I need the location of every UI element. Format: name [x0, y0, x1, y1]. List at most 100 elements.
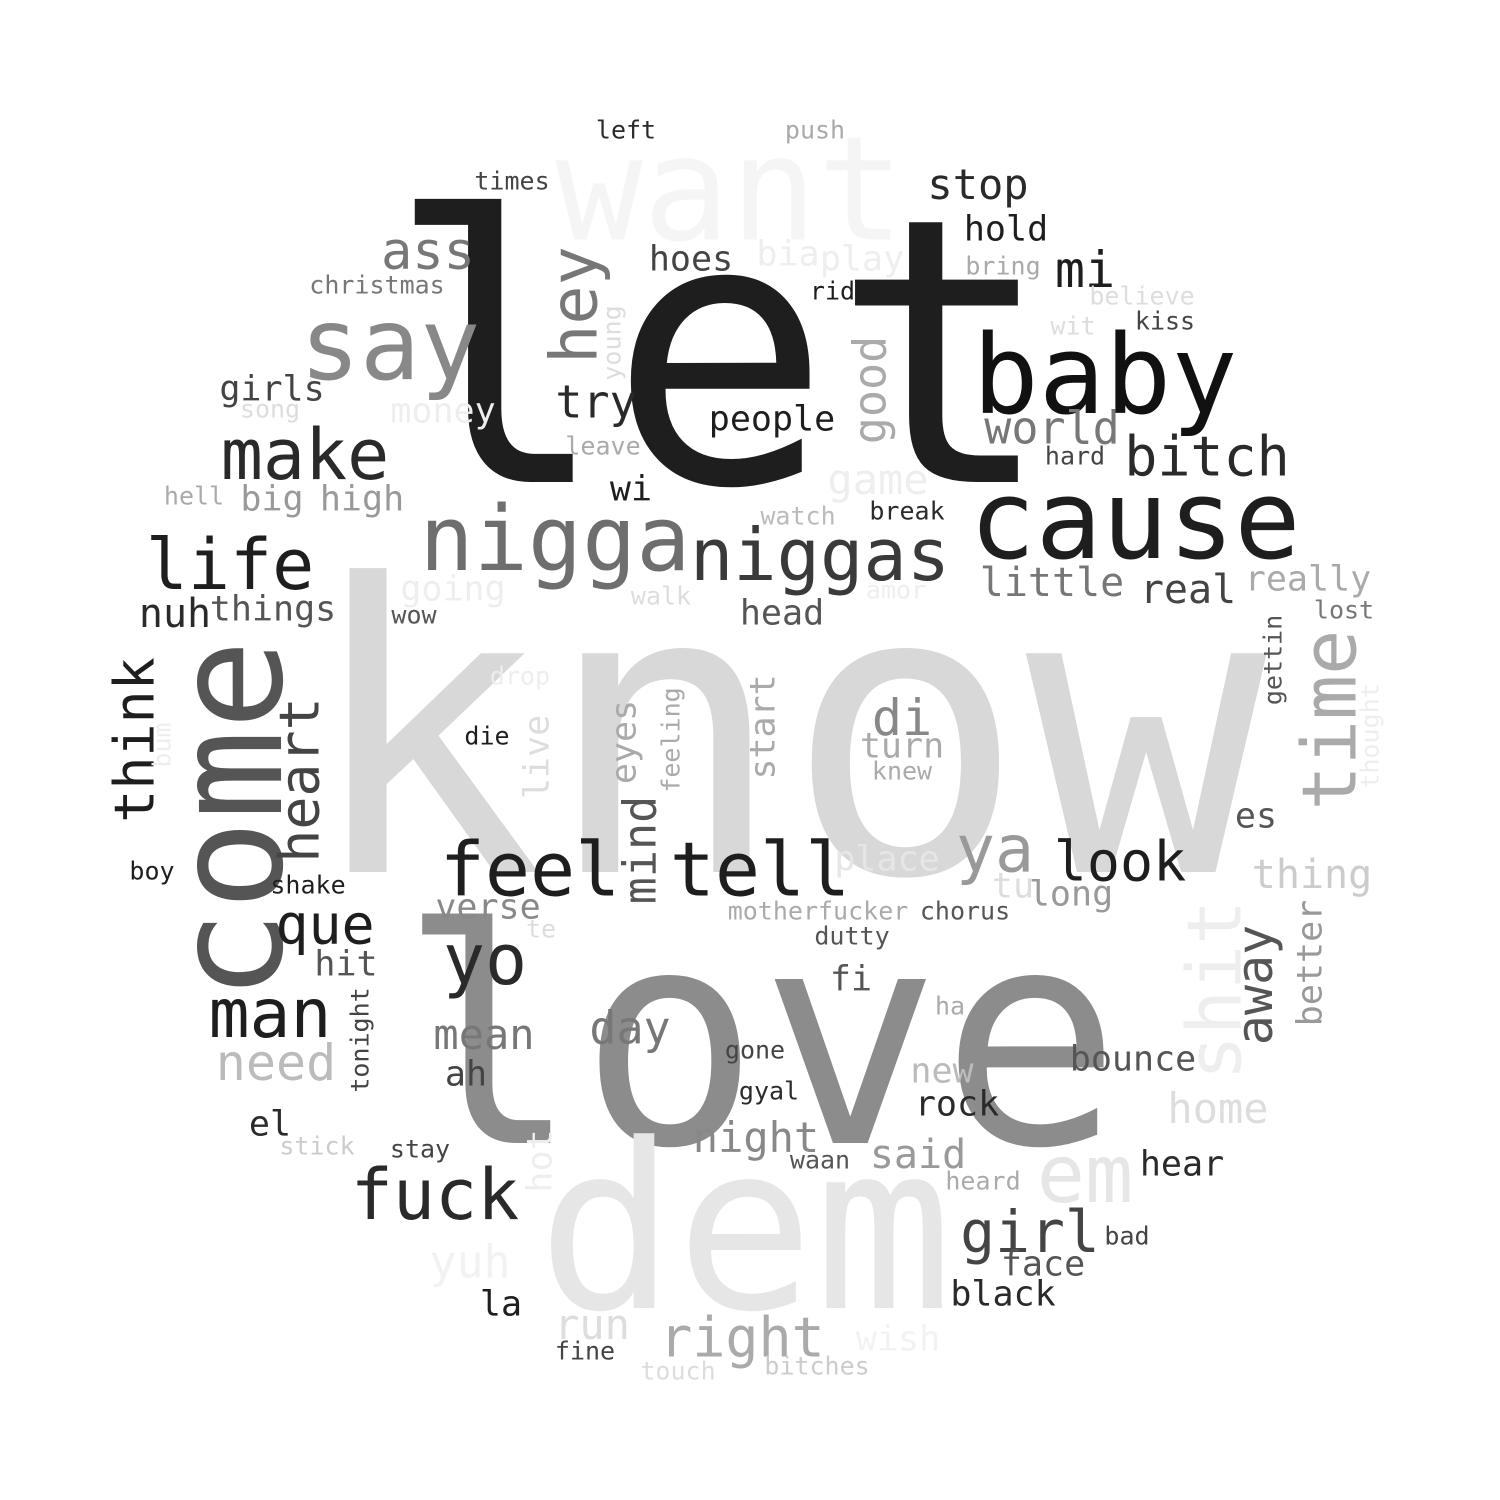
word-ass: ass	[381, 222, 475, 282]
word-que: que	[275, 892, 375, 957]
word-game: game	[827, 455, 929, 504]
word-la: la	[479, 1284, 523, 1325]
word-yo: yo	[442, 919, 528, 1001]
word-nuh: nuh	[138, 591, 212, 637]
word-kiss: kiss	[1134, 306, 1196, 336]
word-believe: believe	[1089, 281, 1195, 311]
word-head: head	[739, 593, 825, 634]
word-dutty: dutty	[814, 921, 890, 951]
word-tonight: tonight	[345, 987, 375, 1093]
word-big: big	[240, 479, 304, 520]
word-better: better	[1290, 899, 1331, 1027]
word-bring: bring	[965, 251, 1041, 281]
word-gyal: gyal	[738, 1076, 800, 1106]
word-really: really	[1244, 559, 1372, 600]
word-play: play	[819, 239, 905, 280]
word-real: real	[1139, 567, 1237, 613]
word-heart: heart	[267, 697, 332, 863]
word-bounce: bounce	[1069, 1039, 1197, 1080]
word-look: look	[1053, 829, 1187, 894]
word-let: let	[385, 140, 1055, 570]
word-eyes: eyes	[604, 699, 645, 785]
word-times: times	[474, 166, 550, 196]
word-baby: baby	[972, 311, 1238, 439]
word-break: break	[869, 496, 945, 526]
word-ha: ha	[934, 991, 966, 1021]
word-gone: gone	[724, 1035, 786, 1065]
word-walk: walk	[630, 581, 692, 611]
word-bitches: bitches	[764, 1351, 870, 1381]
word-thing: thing	[1251, 852, 1373, 898]
word-stay: stay	[389, 1134, 451, 1164]
word-es: es	[1234, 796, 1278, 837]
word-day: day	[589, 1001, 671, 1055]
word-life: life	[145, 524, 315, 606]
word-try: try	[555, 375, 637, 429]
word-te: te	[525, 914, 557, 944]
word-amor: amor	[865, 575, 927, 605]
word-hear: hear	[1139, 1144, 1225, 1185]
word-things: things	[209, 589, 337, 630]
word-feel: feel	[439, 825, 621, 914]
word-girls: girls	[219, 369, 325, 410]
word-knew: knew	[871, 756, 933, 786]
word-dem: dem	[537, 1096, 953, 1363]
word-little: little	[979, 560, 1125, 606]
word-left: left	[595, 115, 657, 145]
word-em: em	[1036, 1128, 1134, 1221]
word-hot: hot	[520, 1129, 561, 1193]
word-touch: touch	[640, 1356, 716, 1386]
word-place: place	[834, 839, 940, 880]
word-mean: mean	[433, 1010, 535, 1059]
word-wit: wit	[1050, 311, 1096, 341]
word-gettin: gettin	[1258, 614, 1288, 706]
word-verse: verse	[435, 887, 541, 928]
word-fine: fine	[554, 1336, 616, 1366]
word-world: world	[984, 401, 1120, 455]
word-wi: wi	[609, 469, 653, 510]
word-heard: heard	[945, 1166, 1021, 1196]
word-push: push	[784, 115, 846, 145]
word-niggas: niggas	[689, 513, 951, 597]
word-love: love	[398, 865, 1122, 1214]
word-drop: drop	[489, 661, 551, 691]
word-lost: lost	[1313, 595, 1375, 625]
word-right: right	[659, 1305, 825, 1370]
word-chorus: chorus	[919, 896, 1011, 926]
word-turn: turn	[859, 726, 945, 767]
word-watch: watch	[760, 501, 836, 531]
word-going: going	[400, 569, 506, 610]
word-money: money	[390, 391, 496, 432]
word-girl: girl	[960, 1198, 1100, 1266]
word-die: die	[464, 721, 510, 751]
word-said: said	[869, 1132, 967, 1178]
word-el: el	[248, 1104, 292, 1145]
word-cause: cause	[969, 456, 1301, 584]
word-ride: ride	[809, 276, 871, 306]
word-hell: hell	[163, 481, 225, 511]
word-thought: thought	[1355, 683, 1385, 789]
word-run: run	[554, 1300, 630, 1349]
word-nigga: nigga	[419, 487, 691, 592]
word-di: di	[871, 689, 933, 747]
word-motherfucker: motherfucker	[727, 896, 909, 926]
word-man: man	[208, 975, 332, 1054]
word-hit: hit	[314, 944, 378, 985]
word-christmas: christmas	[309, 270, 445, 300]
word-mi: mi	[1054, 241, 1116, 299]
word-boy: boy	[129, 856, 175, 886]
word-leave: leave	[565, 431, 641, 461]
word-new: new	[910, 1051, 974, 1092]
word-waan: waan	[789, 1145, 851, 1175]
word-make: make	[220, 414, 390, 496]
word-mind: mind	[613, 795, 667, 905]
word-shake: shake	[270, 870, 346, 900]
word-high: high	[319, 479, 405, 520]
word-away: away	[1226, 924, 1284, 1046]
word-young: young	[597, 305, 627, 381]
word-tu: tu	[991, 866, 1035, 907]
word-start: start	[743, 674, 784, 780]
word-need: need	[215, 1034, 337, 1092]
word-say: say	[299, 286, 481, 403]
